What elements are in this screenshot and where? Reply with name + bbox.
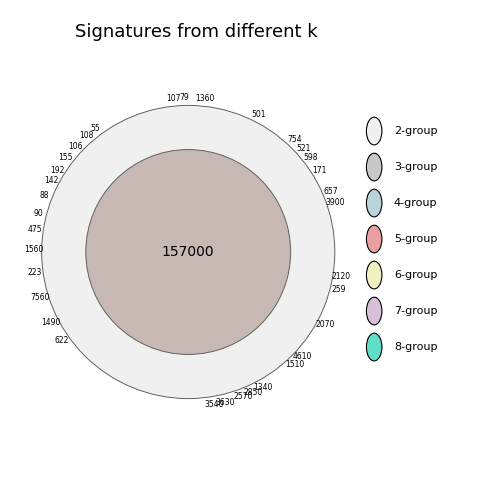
- Circle shape: [366, 153, 382, 181]
- Text: 4-group: 4-group: [394, 198, 437, 208]
- Text: 3900: 3900: [325, 199, 345, 208]
- Text: 2-group: 2-group: [394, 126, 437, 136]
- Text: 108: 108: [80, 131, 94, 140]
- Circle shape: [366, 189, 382, 217]
- Text: 106: 106: [68, 142, 82, 151]
- Text: 622: 622: [54, 336, 69, 345]
- Text: 475: 475: [28, 225, 43, 234]
- Circle shape: [59, 123, 317, 381]
- Text: 2070: 2070: [315, 320, 335, 329]
- Text: 501: 501: [251, 110, 266, 119]
- Text: 192: 192: [50, 165, 65, 174]
- Text: 157000: 157000: [162, 245, 215, 259]
- Circle shape: [48, 111, 329, 393]
- Text: 79: 79: [179, 93, 189, 102]
- Text: 657: 657: [323, 187, 338, 196]
- Circle shape: [366, 297, 382, 325]
- Circle shape: [366, 117, 382, 145]
- Text: 155: 155: [58, 153, 73, 162]
- Text: Signatures from different k: Signatures from different k: [75, 23, 318, 41]
- Text: 90: 90: [34, 209, 43, 218]
- Text: 2850: 2850: [244, 388, 263, 397]
- Circle shape: [56, 120, 320, 384]
- Text: 88: 88: [40, 191, 49, 200]
- Text: 171: 171: [312, 165, 327, 174]
- Text: 4610: 4610: [292, 352, 312, 361]
- Text: 598: 598: [304, 153, 318, 162]
- Text: 3540: 3540: [204, 400, 223, 409]
- Text: 1490: 1490: [41, 318, 60, 327]
- Circle shape: [45, 108, 332, 396]
- Text: 5-group: 5-group: [394, 234, 437, 244]
- Circle shape: [86, 150, 291, 354]
- Text: 1560: 1560: [24, 245, 43, 254]
- Circle shape: [42, 105, 335, 399]
- Text: 2120: 2120: [332, 272, 351, 281]
- Text: 107: 107: [166, 94, 180, 102]
- Text: 1340: 1340: [254, 383, 273, 392]
- Text: 55: 55: [90, 124, 100, 133]
- Text: 7560: 7560: [31, 293, 50, 302]
- Text: 6-group: 6-group: [394, 270, 437, 280]
- Text: 521: 521: [296, 144, 310, 153]
- Text: 754: 754: [287, 135, 302, 144]
- Circle shape: [50, 114, 326, 390]
- Text: 3630: 3630: [216, 398, 235, 407]
- Circle shape: [53, 117, 323, 387]
- Text: 2570: 2570: [234, 392, 254, 401]
- Text: 223: 223: [28, 268, 42, 277]
- Text: 1360: 1360: [195, 94, 214, 103]
- Text: 8-group: 8-group: [394, 342, 437, 352]
- Text: 7-group: 7-group: [394, 306, 437, 316]
- Text: 3-group: 3-group: [394, 162, 437, 172]
- Text: 259: 259: [331, 285, 346, 294]
- Text: 1510: 1510: [285, 360, 304, 369]
- Circle shape: [366, 333, 382, 361]
- Circle shape: [366, 261, 382, 289]
- Circle shape: [366, 225, 382, 253]
- Text: 142: 142: [44, 176, 58, 185]
